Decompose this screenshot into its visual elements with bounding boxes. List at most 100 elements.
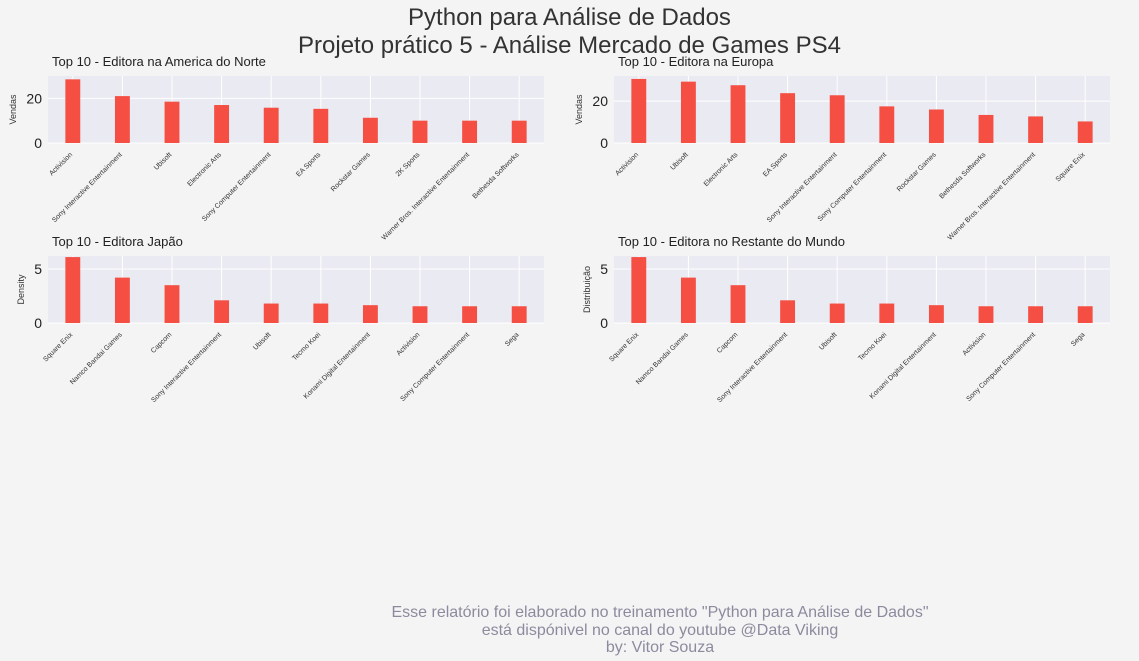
chart-title: Top 10 - Editora na America do Norte bbox=[52, 54, 266, 69]
bar bbox=[362, 305, 378, 323]
x-tick-label: Activision bbox=[48, 151, 74, 177]
y-tick-label: 5 bbox=[600, 261, 608, 277]
bar bbox=[362, 117, 378, 143]
bar bbox=[214, 300, 230, 323]
x-tick-label: Tecmo Koei bbox=[291, 331, 322, 362]
x-tick-label: Ubisoft bbox=[669, 151, 689, 171]
x-tick-label: Activision bbox=[962, 331, 988, 357]
y-tick-label: 0 bbox=[34, 135, 42, 151]
bar bbox=[680, 81, 696, 143]
x-tick-label: Capcom bbox=[150, 331, 174, 355]
y-axis-label: Density bbox=[16, 274, 26, 305]
x-tick-label: Sega bbox=[1070, 331, 1087, 348]
bar bbox=[214, 105, 230, 143]
bar bbox=[412, 306, 428, 323]
bar bbox=[1028, 116, 1044, 143]
bar bbox=[978, 114, 994, 143]
y-tick-label: 5 bbox=[34, 261, 42, 277]
x-tick-label: Square Enix bbox=[1055, 151, 1087, 183]
x-tick-label: Namco Bandai Games bbox=[635, 331, 690, 386]
x-tick-label: Sega bbox=[504, 331, 521, 348]
chart-title: Top 10 - Editora na Europa bbox=[618, 54, 774, 69]
bar bbox=[780, 93, 796, 143]
x-tick-label: Ubisoft bbox=[153, 151, 173, 171]
x-tick-label: Rockstar Games bbox=[896, 151, 938, 193]
page-title-line-2: Projeto prático 5 - Análise Mercado de G… bbox=[298, 32, 841, 59]
bar bbox=[829, 95, 845, 143]
bar bbox=[928, 109, 944, 143]
plot-area bbox=[48, 256, 544, 323]
bar bbox=[114, 96, 130, 143]
bar bbox=[978, 306, 994, 323]
page-title-line-1: Python para Análise de Dados bbox=[408, 4, 731, 31]
y-axis-label: Distribuição bbox=[582, 266, 592, 313]
bar bbox=[164, 101, 180, 143]
plot-area bbox=[48, 76, 544, 143]
y-tick-label: 20 bbox=[592, 93, 608, 109]
bar bbox=[114, 277, 130, 323]
x-tick-label: Bethesda Softworks bbox=[472, 151, 521, 200]
x-tick-label: EA Sports bbox=[762, 151, 789, 178]
bar bbox=[412, 120, 428, 143]
chart-title: Top 10 - Editora Japão bbox=[52, 234, 183, 249]
report-footer: Esse relatório foi elaborado no treiname… bbox=[350, 604, 970, 657]
bar bbox=[511, 306, 527, 323]
x-tick-label: Ubisoft bbox=[252, 331, 272, 351]
bar bbox=[631, 257, 647, 323]
bar bbox=[462, 120, 478, 143]
page-title: Python para Análise de Dados Projeto prá… bbox=[0, 4, 1139, 60]
bar bbox=[313, 108, 329, 143]
footer-line-2: está dispónivel no canal do youtube @Dat… bbox=[481, 621, 839, 639]
x-tick-label: Activision bbox=[614, 151, 640, 177]
x-tick-label: Electronic Arts bbox=[703, 151, 740, 188]
footer-line-1: Esse relatório foi elaborado no treiname… bbox=[391, 604, 929, 621]
y-tick-label: 0 bbox=[34, 315, 42, 331]
footer-line-3: by: Vitor Souza bbox=[605, 639, 715, 656]
bar bbox=[263, 303, 279, 323]
chart-panel-2: 0 20 Activision Ubisoft Electronic Arts EA Sp… bbox=[574, 54, 1110, 242]
bar bbox=[511, 120, 527, 143]
x-tick-label: Ubisoft bbox=[818, 331, 838, 351]
bar bbox=[313, 303, 329, 323]
chart-title: Top 10 - Editora no Restante do Mundo bbox=[618, 234, 845, 249]
x-tick-label: Square Enix bbox=[42, 331, 74, 363]
x-tick-label: EA Sports bbox=[295, 151, 322, 178]
bar bbox=[1028, 306, 1044, 323]
bar bbox=[680, 277, 696, 323]
x-tick-label: Namco Bandai Games bbox=[69, 331, 124, 386]
bar bbox=[879, 106, 895, 143]
x-tick-label: Rockstar Games bbox=[330, 151, 372, 193]
y-axis-label: Vendas bbox=[574, 94, 584, 125]
bar bbox=[1077, 306, 1093, 323]
x-tick-label: Electronic Arts bbox=[186, 151, 223, 188]
y-tick-label: 0 bbox=[600, 135, 608, 151]
x-tick-label: Capcom bbox=[716, 331, 740, 355]
bar bbox=[462, 306, 478, 323]
bar bbox=[164, 285, 180, 323]
x-tick-label: 2K Sports bbox=[395, 151, 422, 178]
x-tick-label: Activision bbox=[396, 331, 422, 357]
bar bbox=[263, 107, 279, 143]
bar bbox=[730, 285, 746, 323]
plot-area bbox=[614, 76, 1110, 143]
x-tick-label: Warner Bros. Interactive Entertainment bbox=[947, 151, 1037, 241]
plot-area bbox=[614, 256, 1110, 323]
x-tick-label: Bethesda Softworks bbox=[938, 151, 987, 200]
x-tick-label: Square Enix bbox=[608, 331, 640, 363]
bar bbox=[65, 79, 81, 143]
bar bbox=[631, 78, 647, 143]
bar bbox=[780, 300, 796, 323]
bar bbox=[928, 305, 944, 323]
bar bbox=[730, 85, 746, 143]
bar bbox=[1077, 121, 1093, 143]
bar bbox=[879, 303, 895, 323]
x-tick-label: Warner Bros. Interactive Entertainment bbox=[381, 151, 471, 241]
bar bbox=[65, 257, 81, 323]
x-tick-label: Tecmo Koei bbox=[857, 331, 888, 362]
y-tick-label: 0 bbox=[600, 315, 608, 331]
bar bbox=[829, 303, 845, 323]
